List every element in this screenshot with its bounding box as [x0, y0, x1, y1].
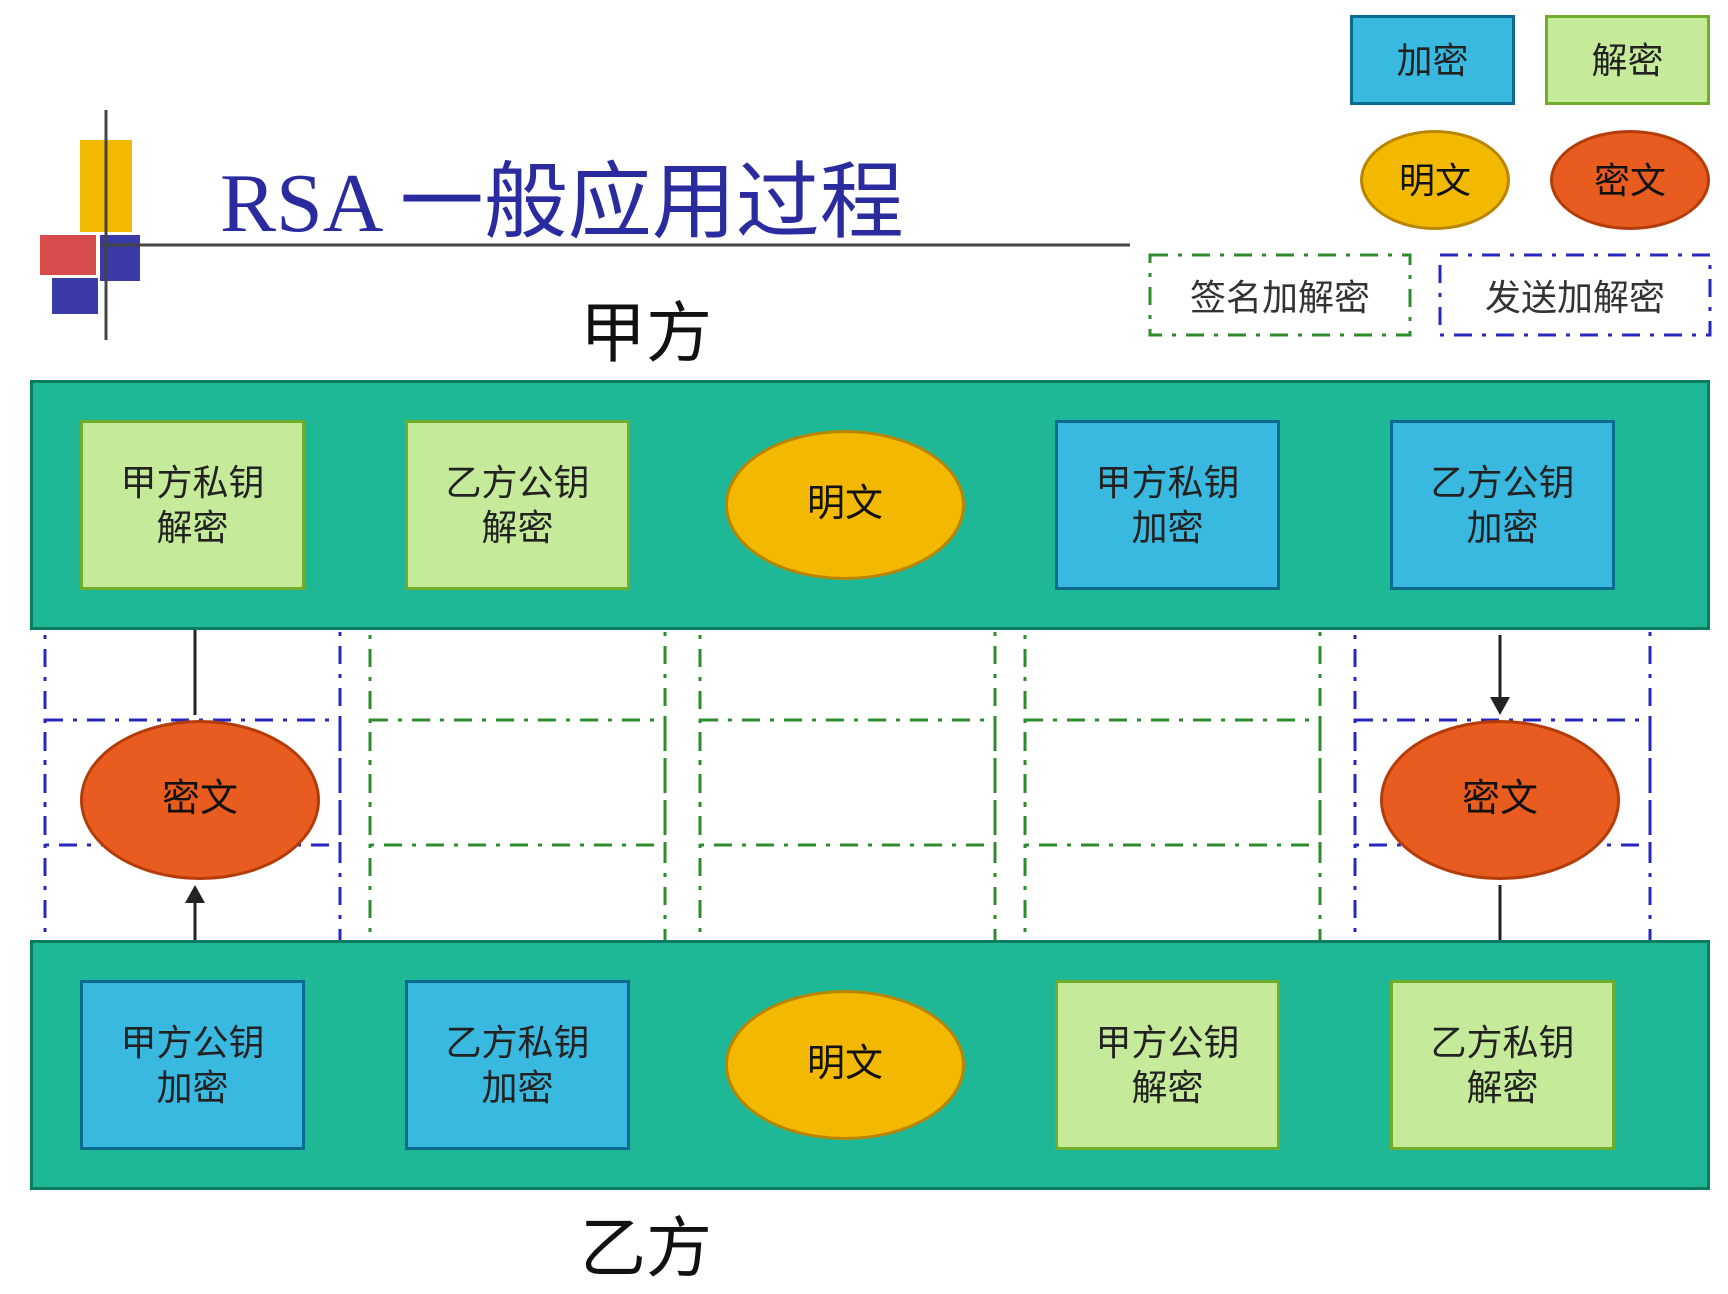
legend-encrypt: 加密	[1350, 15, 1515, 105]
n-top-4-label: 甲方私钥 加密	[1095, 460, 1239, 550]
party-a-label: 甲方	[580, 280, 712, 376]
n-top-2-label: 乙方公钥 解密	[445, 460, 589, 550]
a-b1l-head	[185, 885, 205, 903]
n-bot-1-label: 甲方公钥 加密	[120, 1020, 264, 1110]
n-top-3: 明文	[725, 430, 965, 580]
n-bot-3: 明文	[725, 990, 965, 1140]
n-top-5: 乙方公钥 加密	[1390, 420, 1615, 590]
legend-sign-label: 签名加解密	[1190, 269, 1370, 321]
n-bot-2-label: 乙方私钥 加密	[445, 1020, 589, 1110]
n-mid-l: 密文	[80, 720, 320, 880]
n-top-2: 乙方公钥 解密	[405, 420, 630, 590]
n-bot-4: 甲方公钥 解密	[1055, 980, 1280, 1150]
party-b-label: 乙方	[580, 1195, 712, 1291]
n-bot-1: 甲方公钥 加密	[80, 980, 305, 1150]
n-top-3-label: 明文	[807, 481, 883, 529]
legend-plain: 明文	[1360, 130, 1510, 230]
legend-cipher: 密文	[1550, 130, 1710, 230]
page-title: RSA 一般应用过程	[220, 135, 904, 256]
n-mid-l-label: 密文	[162, 776, 238, 824]
n-top-5-label: 乙方公钥 加密	[1430, 460, 1574, 550]
n-mid-r: 密文	[1380, 720, 1620, 880]
n-bot-4-label: 甲方公钥 解密	[1095, 1020, 1239, 1110]
n-top-1-label: 甲方私钥 解密	[120, 460, 264, 550]
legend-decrypt: 解密	[1545, 15, 1710, 105]
legend-plain-label: 明文	[1399, 158, 1471, 203]
legend-send-label: 发送加解密	[1485, 269, 1665, 321]
legend-sign: 签名加解密	[1150, 255, 1410, 335]
n-bot-3-label: 明文	[807, 1041, 883, 1089]
legend-decrypt-label: 解密	[1591, 38, 1663, 83]
n-bot-2: 乙方私钥 加密	[405, 980, 630, 1150]
n-top-1: 甲方私钥 解密	[80, 420, 305, 590]
n-top-4: 甲方私钥 加密	[1055, 420, 1280, 590]
legend-cipher-label: 密文	[1594, 158, 1666, 203]
n-bot-5-label: 乙方私钥 解密	[1430, 1020, 1574, 1110]
legend-encrypt-label: 加密	[1396, 38, 1468, 83]
a-t5r-head	[1490, 697, 1510, 715]
legend-send: 发送加解密	[1440, 255, 1710, 335]
n-mid-r-label: 密文	[1462, 776, 1538, 824]
n-bot-5: 乙方私钥 解密	[1390, 980, 1615, 1150]
